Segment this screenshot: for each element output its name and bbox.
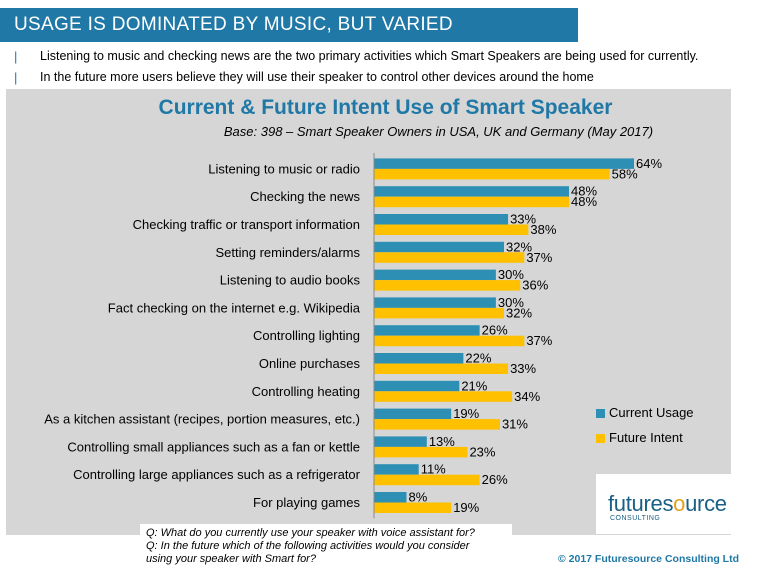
category-label: As a kitchen assistant (recipes, portion… bbox=[44, 412, 360, 427]
data-label-current-usage: 30% bbox=[498, 295, 524, 310]
bar-current-usage-as-a-kitchen-assistant-recipes-portion-measures-etc bbox=[374, 408, 452, 420]
bar-future-intent-controlling-lighting bbox=[374, 335, 525, 347]
data-label-current-usage: 11% bbox=[421, 462, 446, 477]
bullet-marker: | bbox=[14, 49, 18, 64]
bar-future-intent-controlling-large-appliances-such-as-a-refrigerator bbox=[374, 474, 480, 486]
data-label-future-intent: 26% bbox=[482, 472, 508, 487]
legend-swatch-current bbox=[596, 409, 605, 418]
category-label: Listening to music or radio bbox=[208, 161, 360, 176]
data-label-current-usage: 48% bbox=[571, 184, 597, 199]
bar-future-intent-checking-traffic-or-transport-information bbox=[374, 224, 529, 235]
data-label-future-intent: 37% bbox=[526, 333, 552, 348]
company-logo: futuresource CONSULTING bbox=[596, 474, 732, 534]
data-label-future-intent: 23% bbox=[469, 444, 495, 459]
data-label-current-usage: 19% bbox=[453, 406, 479, 421]
category-label: Setting reminders/alarms bbox=[216, 245, 361, 260]
bullet-item: | Listening to music and checking news a… bbox=[0, 48, 765, 68]
bar-current-usage-setting-reminders-alarms bbox=[374, 241, 504, 253]
logo-o: o bbox=[673, 491, 686, 516]
bar-current-usage-checking-the-news bbox=[374, 186, 569, 197]
data-label-future-intent: 31% bbox=[502, 417, 528, 432]
copyright-text: © 2017 Futuresource Consulting Ltd bbox=[558, 553, 740, 565]
data-label-current-usage: 26% bbox=[482, 323, 508, 338]
chart-title: Current & Future Intent Use of Smart Spe… bbox=[158, 96, 613, 119]
logo-text-start: futures bbox=[608, 491, 674, 516]
data-label-current-usage: 33% bbox=[510, 212, 536, 227]
data-label-future-intent: 32% bbox=[506, 305, 532, 320]
category-label: Fact checking on the internet e.g. Wikip… bbox=[108, 300, 361, 315]
data-label-future-intent: 19% bbox=[453, 500, 479, 515]
legend-label-future: Future Intent bbox=[609, 430, 683, 445]
bar-current-usage-for-playing-games bbox=[374, 492, 407, 503]
question-2-continued: using your speaker with Smart for? bbox=[146, 553, 316, 565]
bar-future-intent-checking-the-news bbox=[374, 196, 569, 208]
bullet-text: In the future more users believe they wi… bbox=[40, 70, 594, 84]
bar-future-intent-setting-reminders-alarms bbox=[374, 252, 525, 263]
data-label-current-usage: 21% bbox=[461, 378, 487, 393]
legend-label-current: Current Usage bbox=[609, 405, 694, 420]
bar-future-intent-controlling-heating bbox=[374, 391, 513, 402]
category-label: Checking traffic or transport informatio… bbox=[133, 217, 360, 232]
bullet-item: | In the future more users believe they … bbox=[0, 69, 765, 89]
data-label-current-usage: 64% bbox=[636, 156, 662, 171]
data-label-future-intent: 58% bbox=[612, 166, 638, 181]
logo-text-end: urce bbox=[685, 491, 727, 516]
bar-current-usage-controlling-heating bbox=[374, 380, 460, 392]
category-label: Listening to audio books bbox=[220, 273, 361, 288]
question-1: Q: What do you currently use your speake… bbox=[146, 527, 475, 539]
data-label-current-usage: 30% bbox=[498, 267, 524, 282]
data-label-future-intent: 34% bbox=[514, 389, 540, 404]
bar-future-intent-listening-to-audio-books bbox=[374, 280, 521, 291]
bar-future-intent-for-playing-games bbox=[374, 502, 452, 513]
bar-current-usage-online-purchases bbox=[374, 353, 464, 364]
data-label-current-usage: 8% bbox=[409, 490, 428, 505]
data-label-current-usage: 22% bbox=[465, 351, 491, 366]
header-bar: USAGE IS DOMINATED BY MUSIC, BUT VARIED bbox=[0, 8, 578, 42]
bar-current-usage-listening-to-audio-books bbox=[374, 269, 496, 281]
bar-current-usage-fact-checking-on-the-internet-e-g-wikipedia bbox=[374, 297, 496, 308]
question-2: Q: In the future which of the following … bbox=[146, 540, 470, 552]
legend-swatch-future bbox=[596, 434, 605, 443]
bar-future-intent-controlling-small-appliances-such-as-a-fan-or-kettle bbox=[374, 446, 468, 458]
bar-current-usage-listening-to-music-or-radio bbox=[374, 158, 634, 169]
bar-current-usage-checking-traffic-or-transport-information bbox=[374, 214, 509, 225]
survey-questions-note: Q: What do you currently use your speake… bbox=[140, 524, 512, 574]
chart-subtitle: Base: 398 – Smart Speaker Owners in USA,… bbox=[223, 124, 654, 139]
data-label-future-intent: 36% bbox=[522, 278, 548, 293]
logo-wordmark: futuresource bbox=[608, 491, 727, 517]
category-label: Controlling heating bbox=[252, 384, 360, 399]
category-label: Online purchases bbox=[259, 356, 361, 371]
data-label-future-intent: 33% bbox=[510, 361, 536, 376]
category-label: Controlling small appliances such as a f… bbox=[67, 439, 360, 454]
category-label: Controlling lighting bbox=[253, 328, 360, 343]
bar-current-usage-controlling-large-appliances-such-as-a-refrigerator bbox=[374, 464, 419, 475]
data-label-current-usage: 13% bbox=[429, 434, 455, 449]
bar-future-intent-online-purchases bbox=[374, 363, 509, 374]
bullet-marker: | bbox=[14, 70, 18, 85]
bar-future-intent-fact-checking-on-the-internet-e-g-wikipedia bbox=[374, 307, 504, 319]
bar-future-intent-as-a-kitchen-assistant-recipes-portion-measures-etc bbox=[374, 419, 500, 430]
bar-future-intent-listening-to-music-or-radio bbox=[374, 168, 610, 180]
data-label-future-intent: 48% bbox=[571, 194, 597, 209]
category-label: Controlling large appliances such as a r… bbox=[73, 467, 361, 482]
data-label-future-intent: 37% bbox=[526, 250, 552, 265]
bullet-text: Listening to music and checking news are… bbox=[40, 49, 699, 63]
data-label-current-usage: 32% bbox=[506, 239, 532, 254]
page-title: USAGE IS DOMINATED BY MUSIC, BUT VARIED bbox=[14, 14, 453, 35]
data-label-future-intent: 38% bbox=[530, 222, 556, 237]
logo-subtitle: CONSULTING bbox=[610, 515, 661, 522]
bar-current-usage-controlling-lighting bbox=[374, 325, 480, 336]
category-label: Checking the news bbox=[250, 189, 360, 204]
bar-current-usage-controlling-small-appliances-such-as-a-fan-or-kettle bbox=[374, 436, 427, 447]
category-label: For playing games bbox=[253, 495, 360, 510]
